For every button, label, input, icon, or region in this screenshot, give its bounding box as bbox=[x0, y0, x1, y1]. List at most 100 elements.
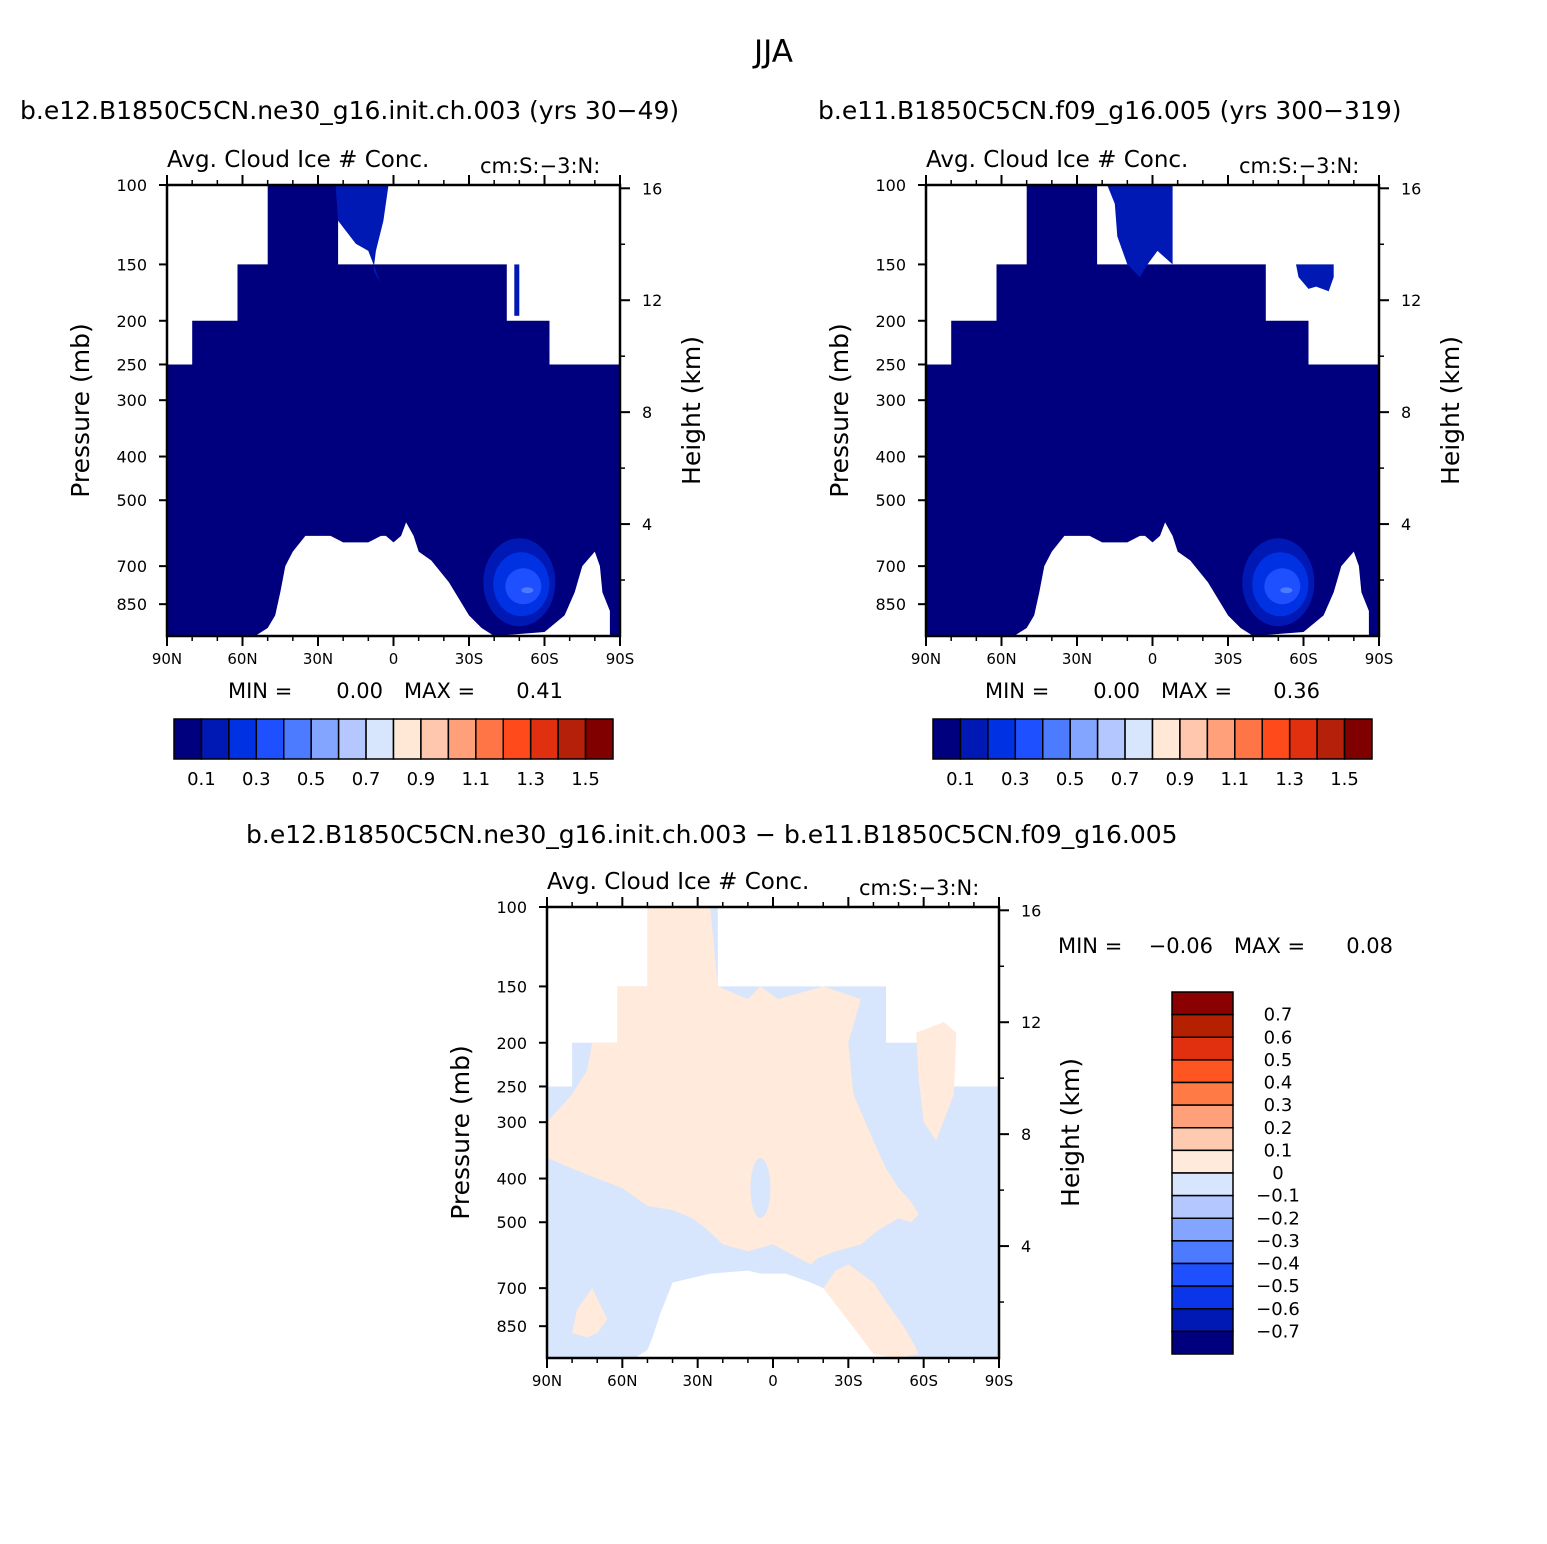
colorbar-label: 1.1 bbox=[461, 769, 490, 790]
colorbar-label: 0.1 bbox=[187, 769, 216, 790]
panel-left: 90N 60N 30N 0 30S 60S 90S 100 150 200 250 300 400 500… bbox=[66, 147, 706, 703]
x-tick-label: 90S bbox=[606, 650, 635, 668]
x-tick-label: 90N bbox=[152, 650, 182, 668]
colorbar-right: 0.1 0.3 0.5 0.7 0.9 1.1 1.3 1.5 bbox=[932, 718, 1373, 790]
colorbar-label: 0.1 bbox=[946, 769, 975, 790]
colorbar-label: 0.7 bbox=[1111, 769, 1140, 790]
panel-subtitle: cm:S:−3:N: bbox=[1239, 154, 1359, 178]
colorbar-label: 0.9 bbox=[1166, 769, 1195, 790]
colorbar-swatch bbox=[584, 718, 614, 760]
y2-tick-label: 8 bbox=[1401, 403, 1411, 422]
max-label: MAX = bbox=[1161, 679, 1232, 703]
colorbar-label: 0.9 bbox=[407, 769, 436, 790]
colorbar-swatch bbox=[1124, 718, 1154, 760]
contour-fill-southern-max-3 bbox=[1264, 568, 1301, 605]
contour-fill-lowest bbox=[167, 185, 620, 636]
y-tick-label: 200 bbox=[875, 312, 906, 331]
colorbar-label: 1.1 bbox=[1220, 769, 1249, 790]
y2-tick-label: 12 bbox=[1021, 1013, 1041, 1032]
x-tick-label: 60S bbox=[1289, 650, 1318, 668]
colorbar-swatch bbox=[1171, 1013, 1234, 1038]
x-tick-label: 30S bbox=[455, 650, 484, 668]
y-tick-label: 400 bbox=[875, 448, 906, 467]
colorbar-swatch bbox=[557, 718, 587, 760]
max-label: MAX = bbox=[404, 679, 475, 703]
y-tick-label: 300 bbox=[116, 391, 147, 410]
y-tick-label: 200 bbox=[496, 1034, 527, 1053]
colorbar-swatch bbox=[337, 718, 367, 760]
colorbar-swatch bbox=[1171, 1262, 1234, 1287]
y-tick-label: 400 bbox=[116, 448, 147, 467]
x-tick-label: 30N bbox=[1062, 650, 1092, 668]
colorbar-swatch bbox=[255, 718, 285, 760]
colorbar-label: 0.3 bbox=[1001, 769, 1030, 790]
colorbar-swatch bbox=[932, 718, 962, 760]
colorbar-swatch bbox=[310, 718, 340, 760]
right-case-title: b.e11.B1850C5CN.f09_g16.005 (yrs 300−319… bbox=[818, 96, 1402, 125]
y-tick-label: 250 bbox=[496, 1077, 527, 1096]
colorbar-label: −0.7 bbox=[1256, 1321, 1300, 1342]
colorbar-swatch bbox=[475, 718, 504, 760]
x-tick-label: 60N bbox=[986, 650, 1016, 668]
colorbar-label: 0.3 bbox=[242, 769, 271, 790]
colorbar-swatch bbox=[365, 718, 395, 760]
y2-axis-label: Height (km) bbox=[1436, 336, 1465, 485]
y2-tick-label: 4 bbox=[1401, 515, 1411, 534]
colorbar-label: 0.3 bbox=[1264, 1095, 1293, 1116]
y2-tick-label: 4 bbox=[1021, 1237, 1031, 1256]
y-tick-label: 700 bbox=[116, 557, 147, 576]
contour-fill-upper bbox=[1107, 185, 1173, 278]
colorbar-label: −0.6 bbox=[1256, 1299, 1300, 1320]
y-tick-label: 100 bbox=[116, 176, 147, 195]
x-tick-label: 0 bbox=[768, 1372, 778, 1390]
colorbar-label: 1.5 bbox=[1330, 769, 1359, 790]
contour-fill-upper bbox=[335, 185, 389, 284]
x-tick-label: 30N bbox=[303, 650, 333, 668]
colorbar-label: 0.7 bbox=[1264, 1005, 1293, 1026]
colorbar-swatch bbox=[987, 718, 1017, 760]
max-value: 0.41 bbox=[516, 679, 563, 703]
y-axis-label: Pressure (mb) bbox=[446, 1045, 475, 1219]
y2-tick-label: 16 bbox=[642, 179, 662, 198]
y-tick-label: 850 bbox=[496, 1317, 527, 1336]
colorbar-swatch bbox=[1316, 718, 1346, 760]
colorbar-label: 0 bbox=[1272, 1163, 1283, 1184]
colorbar-swatch bbox=[1171, 1127, 1234, 1152]
colorbar-swatch bbox=[1171, 1059, 1234, 1084]
colorbar-swatch bbox=[959, 718, 989, 760]
y2-tick-label: 12 bbox=[1401, 291, 1421, 310]
colorbar-swatch bbox=[1171, 1240, 1234, 1265]
x-tick-label: 90S bbox=[1365, 650, 1394, 668]
y-tick-label: 500 bbox=[875, 491, 906, 510]
y-tick-label: 500 bbox=[116, 491, 147, 510]
y2-tick-label: 4 bbox=[642, 515, 652, 534]
contour-fill-lowest bbox=[926, 185, 1379, 636]
diff-case-title: b.e12.B1850C5CN.ne30_g16.init.ch.003 − b… bbox=[246, 820, 1178, 849]
colorbar-label: 1.3 bbox=[516, 769, 545, 790]
colorbar-swatch bbox=[1069, 718, 1099, 760]
main-title: JJA bbox=[754, 34, 793, 70]
colorbar-label: −0.1 bbox=[1256, 1186, 1300, 1207]
x-tick-label: 90N bbox=[911, 650, 941, 668]
y2-tick-label: 16 bbox=[1401, 179, 1421, 198]
colorbar-label: 0.1 bbox=[1264, 1140, 1293, 1161]
min-label: MIN = bbox=[228, 679, 292, 703]
x-tick-label: 60N bbox=[607, 1372, 637, 1390]
y-tick-label: 500 bbox=[496, 1213, 527, 1232]
y-axis-label: Pressure (mb) bbox=[66, 323, 95, 497]
colorbar-swatch bbox=[1042, 718, 1071, 760]
contour-fill-negative-tropics bbox=[750, 1158, 771, 1219]
max-value: 0.08 bbox=[1346, 934, 1393, 958]
colorbar-label: −0.3 bbox=[1256, 1231, 1300, 1252]
colorbar-swatch bbox=[1171, 1194, 1234, 1219]
contour-fill-southern-max-4 bbox=[1280, 587, 1293, 594]
contour-fill-upper-south bbox=[1296, 264, 1334, 292]
min-label: MIN = bbox=[1058, 934, 1122, 958]
colorbar-label: 0.6 bbox=[1264, 1027, 1293, 1048]
x-tick-label: 0 bbox=[1148, 650, 1158, 668]
panel-title: Avg. Cloud Ice # Conc. bbox=[926, 147, 1188, 173]
y-tick-label: 100 bbox=[875, 176, 906, 195]
x-tick-label: 30S bbox=[834, 1372, 863, 1390]
y-tick-label: 400 bbox=[496, 1170, 527, 1189]
y2-tick-label: 8 bbox=[642, 403, 652, 422]
